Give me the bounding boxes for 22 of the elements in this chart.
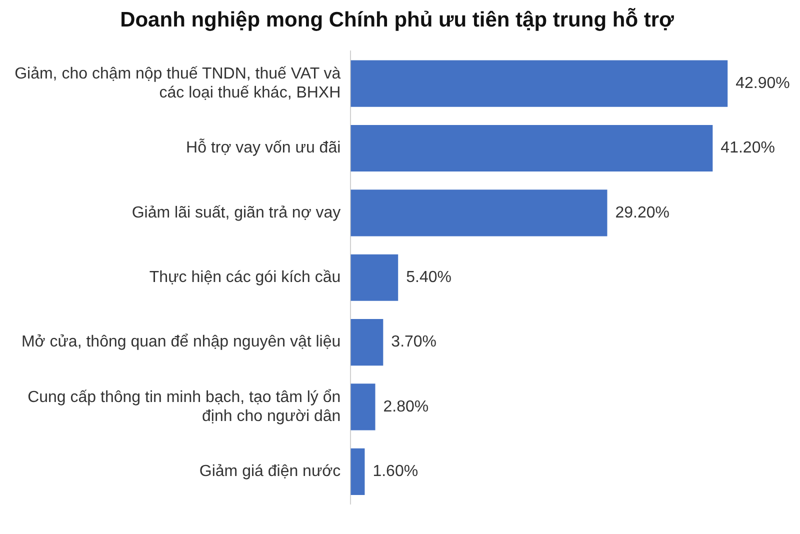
data-label: 41.20% xyxy=(720,140,775,157)
data-label: 5.40% xyxy=(406,269,452,286)
data-label: 3.70% xyxy=(391,334,437,351)
y-tick-label: Thực hiện các gói kích cầu xyxy=(149,269,341,286)
y-tick-label: Giảm, cho chậm nộp thuế TNDN, thuế VAT và các loại thuế khác, BHXH xyxy=(14,65,341,102)
bar xyxy=(350,190,608,236)
y-tick-label: Giảm giá điện nước xyxy=(199,463,341,480)
y-tick-label: Hỗ trợ vay vốn ưu đãi xyxy=(186,138,341,157)
bar xyxy=(350,254,398,301)
data-label: 42.90% xyxy=(736,74,790,92)
bar xyxy=(350,124,713,172)
y-tick-label: Giảm lãi suất, giãn trả nợ vay xyxy=(132,204,341,222)
bar xyxy=(350,319,384,366)
y-tick-label: Mở cửa, thông quan để nhập nguyên vật liệu xyxy=(21,334,341,351)
bar xyxy=(350,448,365,495)
bar xyxy=(350,384,376,430)
data-label: 29.20% xyxy=(615,204,670,222)
chart-title: Doanh nghiệp mong Chính phủ ưu tiên tập trung hỗ trợ xyxy=(120,7,674,32)
y-tick-label: Cung cấp thông tin minh bạch, tạo tâm lý ổn định cho người dân xyxy=(28,388,341,425)
data-label: 2.80% xyxy=(383,398,429,416)
bar xyxy=(350,60,728,107)
data-label: 1.60% xyxy=(372,463,418,480)
